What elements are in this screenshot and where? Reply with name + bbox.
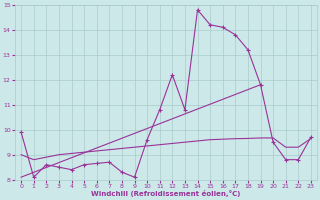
X-axis label: Windchill (Refroidissement éolien,°C): Windchill (Refroidissement éolien,°C) — [91, 190, 241, 197]
